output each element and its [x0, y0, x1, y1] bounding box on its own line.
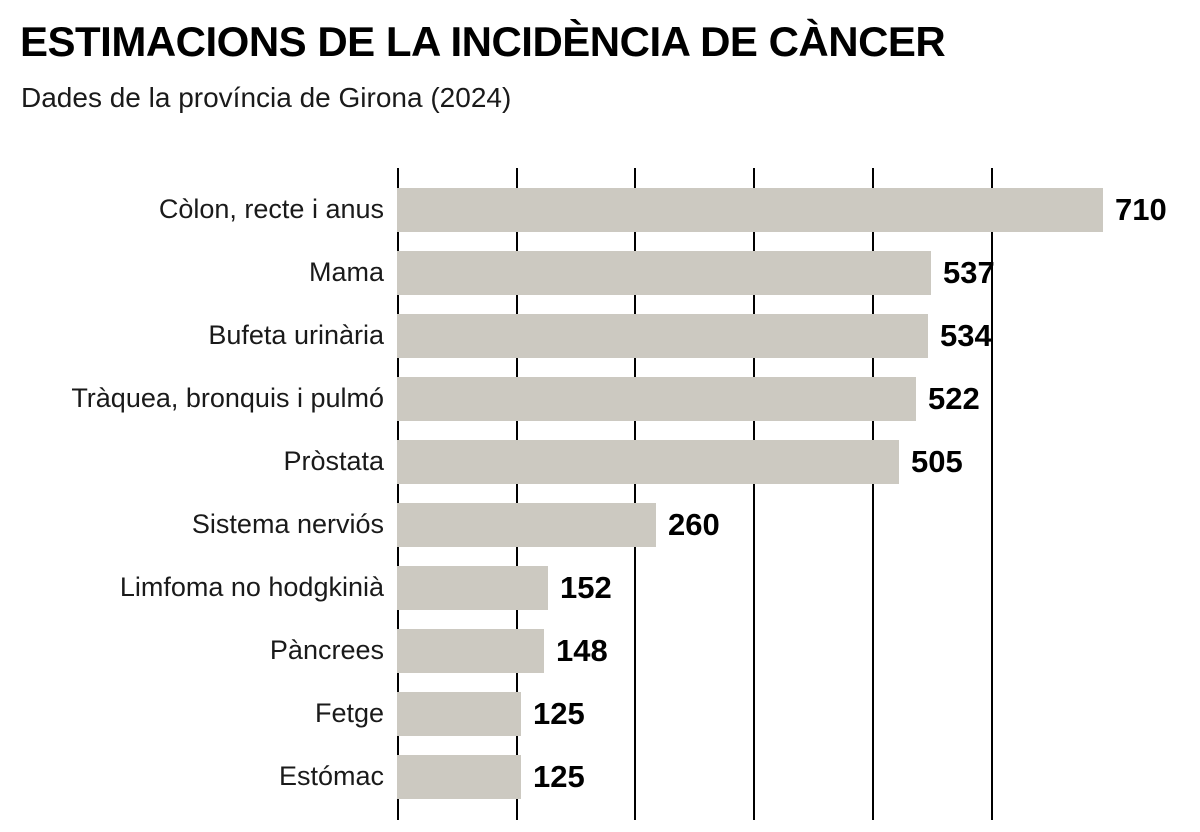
- bar: [397, 754, 521, 799]
- bar-track: 522: [397, 367, 980, 430]
- gridline: [991, 168, 993, 820]
- category-label: Pròstata: [283, 446, 384, 476]
- bar: [397, 502, 656, 547]
- bar-row: Fetge 125: [0, 682, 1200, 745]
- gridline: [872, 168, 874, 820]
- bar-track: 505: [397, 430, 963, 493]
- bar: [397, 313, 928, 358]
- category-label: Mama: [308, 257, 384, 287]
- bar-row: Tràquea, bronquis i pulmó 522: [0, 367, 1200, 430]
- chart-title: ESTIMACIONS DE LA INCIDÈNCIA DE CÀNCER: [20, 18, 946, 65]
- bar-track: 710: [397, 178, 1167, 241]
- bar: [397, 187, 1103, 232]
- value-label: 505: [911, 443, 963, 479]
- category-label: Fetge: [314, 698, 384, 728]
- bar-track: 125: [397, 745, 585, 808]
- gridline: [634, 168, 636, 820]
- bar: [397, 691, 521, 736]
- bar-row: Pàncrees 148: [0, 619, 1200, 682]
- gridline: [516, 168, 518, 820]
- value-label: 148: [556, 632, 608, 668]
- category-label: Pàncrees: [269, 635, 384, 665]
- bar: [397, 250, 931, 295]
- bar-track: 152: [397, 556, 612, 619]
- bar-row: Mama 537: [0, 241, 1200, 304]
- value-label: 522: [928, 380, 980, 416]
- gridlines: [397, 168, 1157, 820]
- category-label: Sistema nerviós: [191, 509, 384, 539]
- value-label: 125: [533, 758, 585, 794]
- category-label: Limfoma no hodgkinià: [119, 572, 384, 602]
- bar-row: Bufeta urinària 534: [0, 304, 1200, 367]
- bar-track: 125: [397, 682, 585, 745]
- category-label: Còlon, recte i anus: [158, 194, 384, 224]
- bar-track: 148: [397, 619, 608, 682]
- category-label: Tràquea, bronquis i pulmó: [71, 383, 384, 413]
- value-label: 534: [940, 317, 992, 353]
- bar: [397, 439, 899, 484]
- bar-track: 534: [397, 304, 992, 367]
- bar-track: 537: [397, 241, 995, 304]
- gridline: [753, 168, 755, 820]
- bar: [397, 565, 548, 610]
- chart-subtitle: Dades de la província de Girona (2024): [21, 82, 512, 113]
- bar-row: Estómac 125: [0, 745, 1200, 808]
- value-label: 537: [943, 254, 995, 290]
- bar-track: 260: [397, 493, 720, 556]
- bar-row: Còlon, recte i anus 710: [0, 178, 1200, 241]
- value-label: 710: [1115, 191, 1167, 227]
- bar-rows: Còlon, recte i anus 710 Mama 537 Bufeta …: [0, 178, 1200, 808]
- value-label: 152: [560, 569, 612, 605]
- category-label: Estómac: [278, 761, 384, 791]
- value-label: 260: [668, 506, 720, 542]
- bar: [397, 628, 544, 673]
- bar-row: Pròstata 505: [0, 430, 1200, 493]
- category-label: Bufeta urinària: [208, 320, 384, 350]
- value-label: 125: [533, 695, 585, 731]
- gridline: [397, 168, 399, 820]
- bar-row: Sistema nerviós 260: [0, 493, 1200, 556]
- bar-row: Limfoma no hodgkinià 152: [0, 556, 1200, 619]
- bar: [397, 376, 916, 421]
